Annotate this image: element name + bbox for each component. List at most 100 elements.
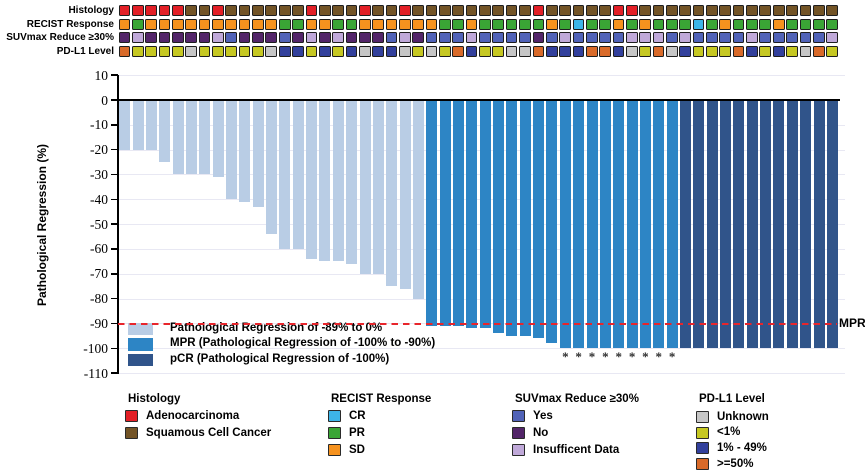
bar xyxy=(212,100,224,177)
annotation-cell xyxy=(625,32,638,44)
annotation-cell xyxy=(358,32,371,44)
annotation-cell xyxy=(599,32,611,44)
bar xyxy=(639,100,651,349)
annotation-cell xyxy=(131,32,144,44)
annotation-cell xyxy=(625,18,638,30)
annotation-cell xyxy=(292,18,304,30)
y-tick-label: 10 xyxy=(94,67,109,83)
legend-swatch-p1_49 xyxy=(696,442,709,455)
annotation-cell xyxy=(278,32,291,44)
annotation-cell xyxy=(332,18,344,30)
annotation-cell xyxy=(131,5,144,16)
asterisk-marker: * xyxy=(562,348,569,364)
bar xyxy=(453,100,464,326)
annotation-cell xyxy=(505,32,518,44)
annotation-cell xyxy=(639,32,651,44)
annotation-cell xyxy=(145,5,157,16)
legend-swatch-squam xyxy=(125,427,138,440)
annotation-cell xyxy=(759,32,772,44)
legend-swatch-cr xyxy=(328,410,341,422)
annotation-cell xyxy=(532,32,545,44)
bar xyxy=(773,100,785,349)
annotation-cell xyxy=(145,32,157,44)
legend-swatch-pr xyxy=(328,427,341,440)
bar xyxy=(119,100,131,150)
annotation-cell xyxy=(318,5,331,16)
annotation-cell xyxy=(131,45,144,57)
bar xyxy=(466,100,478,329)
annotation-cell xyxy=(519,5,531,16)
y-tick-mark xyxy=(110,248,118,250)
annotation-cell xyxy=(799,18,812,30)
annotation-cell xyxy=(692,32,705,44)
annotation-cell xyxy=(452,45,465,57)
annotation-cell xyxy=(265,45,278,57)
bar xyxy=(813,100,825,349)
bar xyxy=(586,100,598,349)
annotation-cell xyxy=(158,5,171,16)
annotation-cell xyxy=(345,45,358,57)
annotation-cell xyxy=(332,45,344,57)
annotation-cell xyxy=(759,5,772,16)
annotation-cell xyxy=(639,18,651,30)
annotation-cell xyxy=(465,32,478,44)
annotation-cell xyxy=(732,45,745,57)
bar xyxy=(573,100,585,349)
annotation-cell xyxy=(278,45,291,57)
annotation-cell xyxy=(652,18,665,30)
annotation-cell xyxy=(465,18,478,30)
annotation-cell xyxy=(198,45,211,57)
bar xyxy=(319,100,331,262)
legend-group-title: SUVmax Reduce ≥30% xyxy=(515,393,639,405)
bar xyxy=(185,100,197,175)
annotation-cell xyxy=(292,5,304,16)
y-tick-mark xyxy=(110,124,118,126)
y-tick-mark xyxy=(110,273,118,275)
bar xyxy=(546,100,558,344)
annotation-cell xyxy=(425,45,438,57)
annotation-cell xyxy=(305,32,318,44)
mpr-reference-line xyxy=(118,322,837,325)
annotation-cell xyxy=(398,18,411,30)
annotation-cell xyxy=(372,18,384,30)
bar xyxy=(266,100,278,235)
annotation-cell xyxy=(812,32,825,44)
bar xyxy=(426,100,438,326)
bar xyxy=(720,100,732,349)
annotation-cell xyxy=(612,5,625,16)
annotation-cell xyxy=(358,5,371,16)
annotation-cell xyxy=(118,45,131,57)
bar xyxy=(226,100,238,200)
annotation-cell xyxy=(252,18,264,30)
mpr-reference-label: MPR xyxy=(839,315,865,330)
annotation-cell xyxy=(358,45,371,57)
annotation-cell xyxy=(679,18,692,30)
bar xyxy=(626,100,638,349)
annotation-cell xyxy=(158,32,171,44)
annotation-cell xyxy=(492,18,505,30)
annotation-cell xyxy=(465,5,478,16)
chart-legend-swatch xyxy=(128,322,153,335)
asterisk-marker: * xyxy=(615,348,622,364)
annotation-cell xyxy=(278,5,291,16)
annotation-cell xyxy=(292,32,304,44)
annotation-cell xyxy=(719,32,732,44)
annotation-cell xyxy=(425,32,438,44)
annotation-cell xyxy=(772,5,785,16)
annotation-cell xyxy=(692,45,705,57)
asterisk-marker: * xyxy=(588,348,596,364)
legend-label: CR xyxy=(349,409,366,422)
annotation-cell xyxy=(812,45,825,57)
annotation-cell xyxy=(639,5,651,16)
annotation-cell xyxy=(439,5,451,16)
annotation-cell xyxy=(225,45,238,57)
annotation-cell xyxy=(666,32,678,44)
annotation-cell xyxy=(519,18,531,30)
annotation-cell xyxy=(706,32,718,44)
annotation-cell xyxy=(799,32,812,44)
annotation-cell xyxy=(172,18,184,30)
annotation-cell xyxy=(599,18,611,30)
bar xyxy=(145,100,157,150)
annotation-cell xyxy=(145,45,157,57)
annotation-cell xyxy=(252,5,264,16)
